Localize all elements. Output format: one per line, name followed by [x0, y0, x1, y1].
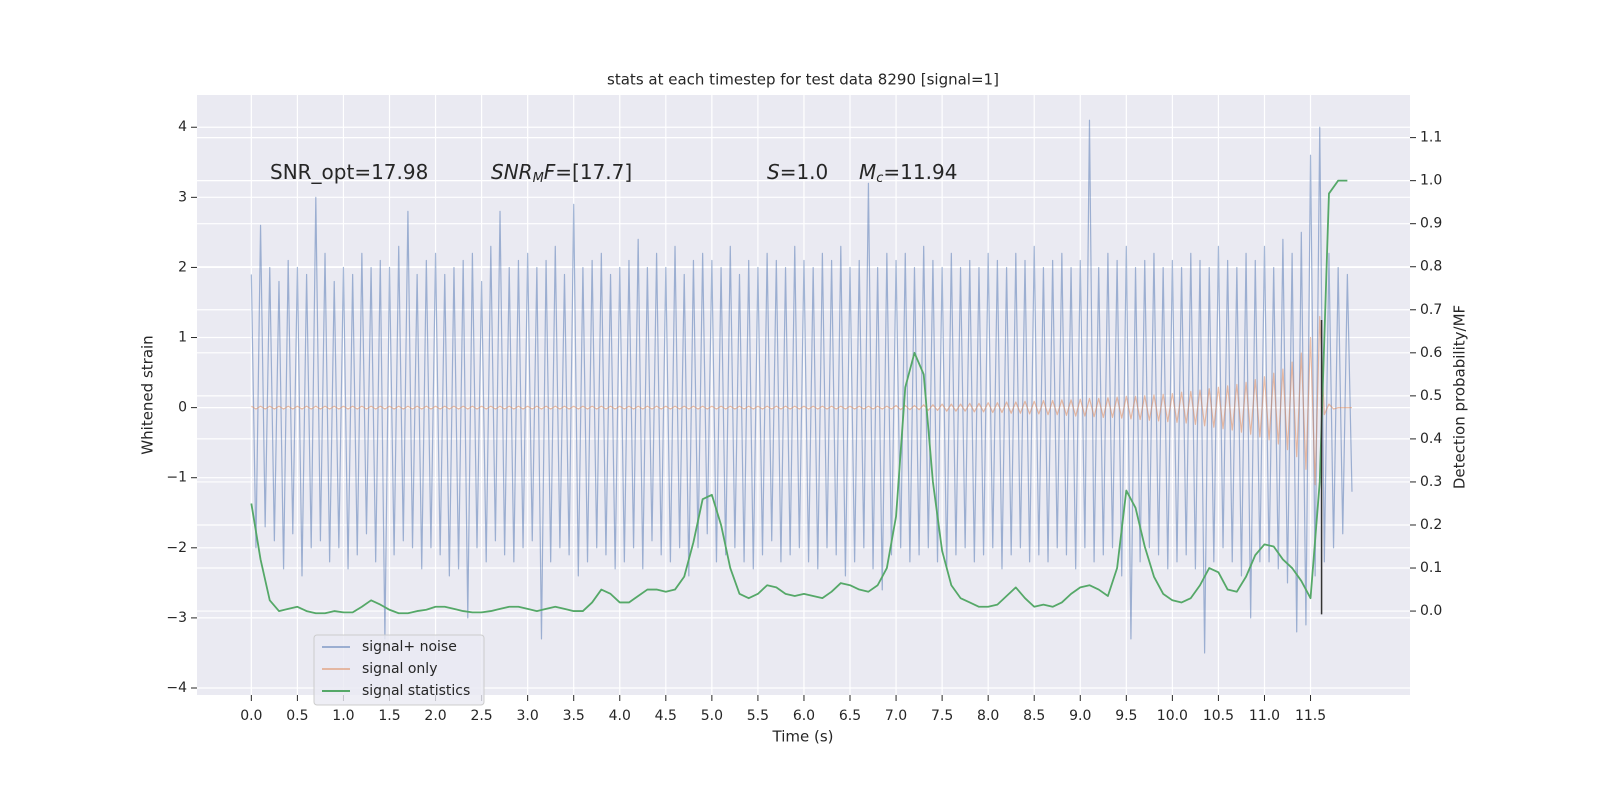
y-tick-label: 2 [178, 259, 187, 275]
series-line [250, 179, 1348, 615]
y2-tick-label: 0.2 [1420, 517, 1442, 533]
y-tick-label: −1 [166, 470, 187, 486]
x-tick-label: 5.5 [747, 708, 769, 724]
x-tick-label: 3.5 [563, 708, 585, 724]
ticks: 0.0 0.5 1.0 1.5 2.0 2.5 3.0 3.5 4.0 4.5 5.0 5.5 6.0 6… [166, 119, 1442, 724]
x-tick-label: 4.0 [609, 708, 631, 724]
x-tick-label: 3.0 [517, 708, 539, 724]
x-tick-label: 7.5 [931, 708, 953, 724]
y2-tick-label: 0.4 [1420, 431, 1442, 447]
annotation-part: M [533, 171, 544, 186]
annotation-part: c [876, 171, 883, 186]
y-tick-label: −3 [166, 610, 187, 626]
y-axis-label: Whitened strain [139, 335, 157, 454]
annotation-part: SNR_opt=17.98 [270, 160, 428, 184]
annotation-part: =11.94 [883, 160, 957, 184]
x-tick-label: 0.0 [240, 708, 262, 724]
x-tick-label: 9.0 [1069, 708, 1091, 724]
legend-label: signal only [362, 661, 437, 677]
y2-tick-label: 1.1 [1420, 130, 1442, 146]
legend-box [313, 634, 485, 706]
x-tick-label: 10.0 [1157, 708, 1188, 724]
chart-title: stats at each timestep for test data 829… [607, 71, 999, 89]
x-tick-label: 7.0 [885, 708, 907, 724]
y-tick-label: −4 [166, 680, 187, 696]
y2-tick-label: 0.6 [1420, 345, 1442, 361]
x-tick-label: 11.0 [1249, 708, 1280, 724]
x-tick-label: 4.5 [655, 708, 677, 724]
x-tick-label: 11.5 [1295, 708, 1326, 724]
annotation-part: =[17.7] [555, 160, 632, 184]
annotation-part: F [544, 160, 556, 184]
annotation-part: =1.0 [780, 160, 829, 184]
annotation: SNR_opt=17.98 [270, 160, 428, 184]
y2-tick-label: 0.7 [1420, 302, 1442, 318]
y2-tick-label: 1.0 [1420, 173, 1442, 189]
annotation: Mc=11.94 [859, 160, 957, 186]
x-tick-label: 8.0 [977, 708, 999, 724]
y-tick-label: 1 [178, 330, 187, 346]
y2-tick-label: 0.1 [1420, 560, 1442, 576]
annotation: SNRMF=[17.7] [491, 160, 632, 186]
x-tick-label: 1.0 [332, 708, 354, 724]
x-tick-label: 6.5 [839, 708, 861, 724]
annotation-part: SNR [491, 160, 533, 184]
x-tick-label: 2.0 [424, 708, 446, 724]
x-tick-label: 8.5 [1023, 708, 1045, 724]
x-tick-label: 5.0 [701, 708, 723, 724]
x-tick-label: 10.5 [1203, 708, 1234, 724]
x-axis-label: Time (s) [772, 728, 834, 746]
annotation-part: S [767, 160, 780, 184]
y2-tick-label: 0.9 [1420, 216, 1442, 232]
x-tick-label: 6.0 [793, 708, 815, 724]
annotation: S=1.0 [767, 160, 828, 184]
y-tick-label: 3 [178, 189, 187, 205]
x-tick-label: 2.5 [470, 708, 492, 724]
y-tick-label: 0 [178, 400, 187, 416]
y-tick-label: 4 [178, 119, 187, 135]
series-line [251, 315, 1352, 486]
y2-tick-label: 0.3 [1420, 474, 1442, 490]
y2-tick-label: 0.0 [1420, 603, 1442, 619]
y-tick-label: −2 [166, 540, 187, 556]
legend-label: signal+ noise [362, 639, 457, 655]
y2-tick-label: 0.8 [1420, 259, 1442, 275]
x-tick-label: 9.5 [1115, 708, 1137, 724]
y2-axis-label: Detection probability/MF [1451, 305, 1469, 489]
y2-tick-label: 0.5 [1420, 388, 1442, 404]
series-line [250, 119, 1353, 654]
x-tick-label: 0.5 [286, 708, 308, 724]
x-tick-label: 1.5 [378, 708, 400, 724]
annotation-part: M [859, 160, 876, 184]
legend-label: signal statistics [362, 683, 470, 699]
